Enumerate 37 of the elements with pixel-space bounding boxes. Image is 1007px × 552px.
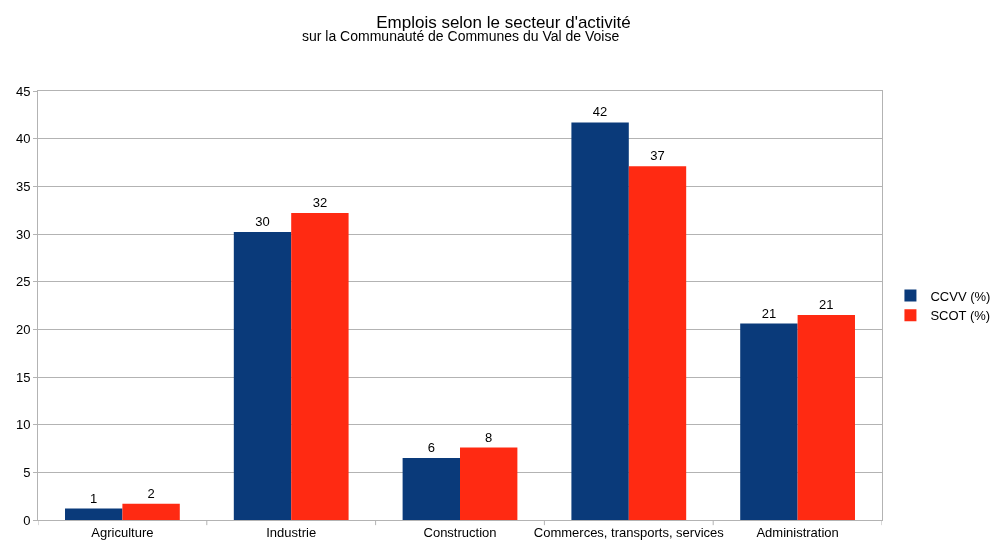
data-label: 42 <box>592 104 608 120</box>
bar <box>402 458 460 520</box>
data-label: 30 <box>255 214 270 230</box>
data-label: 32 <box>312 195 328 211</box>
legend-label: SCOT (%) <box>930 308 991 324</box>
y-tick-label: 45 <box>15 83 31 99</box>
y-tick-label: 40 <box>15 131 31 147</box>
data-label: 21 <box>819 297 834 313</box>
bar <box>460 447 518 520</box>
y-tick-label: 30 <box>15 226 31 242</box>
bar <box>740 323 798 520</box>
data-label: 8 <box>485 429 493 445</box>
bar <box>291 213 349 520</box>
data-label: 6 <box>427 440 435 456</box>
x-tick-label: Administration <box>756 524 839 540</box>
bar <box>233 232 292 520</box>
x-tick-label: Construction <box>423 524 497 540</box>
x-tick-label: Industrie <box>266 524 317 540</box>
y-tick-label: 5 <box>23 464 31 480</box>
y-tick-label: 0 <box>23 512 31 528</box>
y-tick-label: 20 <box>15 321 31 337</box>
bar <box>571 122 629 520</box>
bar <box>628 166 687 520</box>
x-tick-label: Commerces, transports, services <box>533 524 725 540</box>
y-tick-label: 25 <box>15 274 31 290</box>
data-label: 37 <box>650 148 665 164</box>
y-tick-label: 10 <box>15 417 31 433</box>
data-label: 2 <box>147 485 155 501</box>
y-tick-label: 15 <box>15 369 31 385</box>
y-tick-label: 35 <box>15 178 31 194</box>
data-label: 1 <box>90 490 98 506</box>
legend-label: CCVV (%) <box>930 288 991 304</box>
bar <box>122 503 180 520</box>
bar <box>65 508 123 520</box>
data-label: 21 <box>761 305 777 321</box>
bar <box>797 315 855 520</box>
x-tick-label: Agriculture <box>91 524 154 540</box>
